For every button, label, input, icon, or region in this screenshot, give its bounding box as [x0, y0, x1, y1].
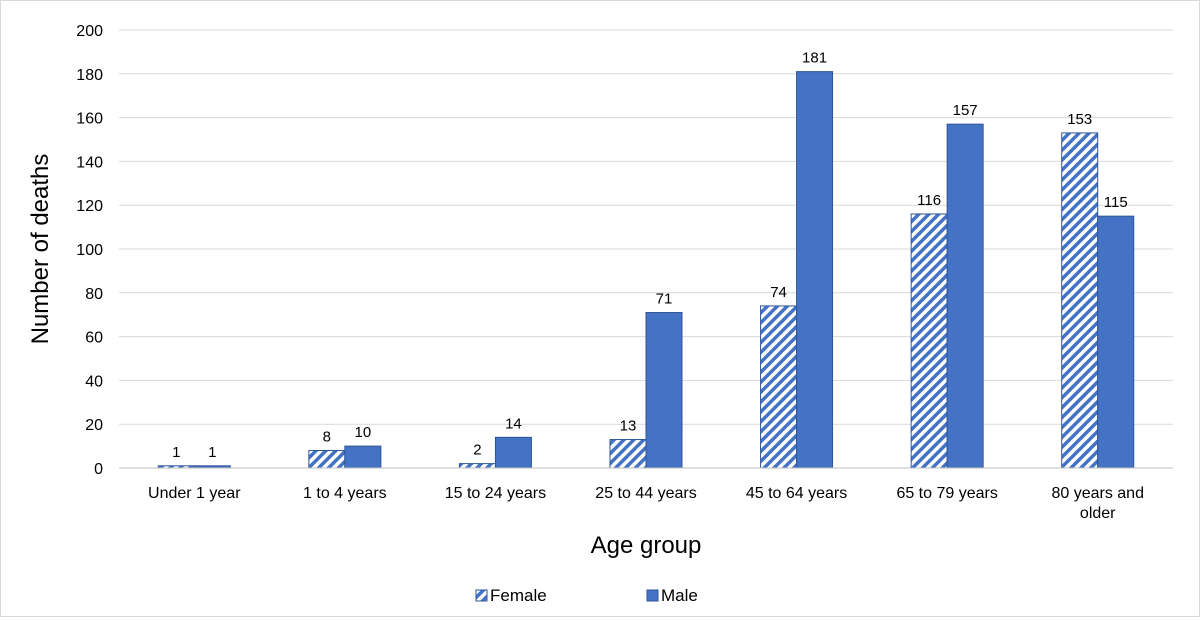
y-tick-label: 160: [76, 111, 103, 128]
bar-male: [946, 123, 984, 469]
data-label-male: 157: [953, 102, 978, 119]
y-tick-label: 0: [94, 461, 103, 478]
x-axis-ticks: Under 1 year 1 to 4 years 15 to 24 years 25…: [148, 485, 1144, 522]
bar-male: [494, 436, 532, 469]
y-tick-label: 20: [85, 417, 103, 434]
y-tick-label: 100: [76, 242, 103, 259]
data-label-female: 2: [473, 442, 481, 459]
data-label-male: 115: [1104, 194, 1128, 211]
data-label-female: 153: [1067, 111, 1092, 128]
x-tick-label: 65 to 79 years: [896, 485, 997, 502]
data-label-female: 1: [172, 444, 180, 461]
legend-label-female: Female: [490, 586, 547, 605]
bar-female: [308, 449, 346, 469]
x-tick-label: 80 years and older: [1051, 485, 1144, 522]
bar-female: [910, 213, 948, 469]
bar-female: [760, 305, 798, 469]
legend-swatch-female: [475, 589, 488, 602]
x-axis-title: Age group: [591, 532, 702, 559]
bar-male: [1097, 215, 1135, 469]
data-label-male: 14: [505, 415, 522, 432]
legend-label-male: Male: [661, 586, 698, 605]
x-tick-label: 25 to 44 years: [595, 485, 696, 502]
y-tick-label: 120: [76, 198, 103, 215]
data-label-female: 13: [620, 418, 637, 435]
data-label-male: 181: [802, 50, 827, 67]
y-tick-label: 140: [76, 154, 103, 171]
bar-male: [645, 312, 683, 469]
data-label-male: 1: [208, 444, 216, 461]
y-tick-label: 80: [85, 286, 103, 303]
bar-male: [344, 445, 382, 469]
y-tick-label: 200: [76, 23, 103, 40]
data-label-female: 74: [770, 284, 787, 301]
bar-female: [1061, 132, 1099, 469]
y-tick-label: 40: [85, 373, 103, 390]
gridlines: [119, 29, 1173, 425]
x-tick-label: 15 to 24 years: [445, 485, 546, 502]
x-tick-label: 1 to 4 years: [303, 485, 387, 502]
bar-female: [458, 463, 496, 469]
data-label-female: 8: [323, 428, 331, 445]
data-label-female: 116: [917, 192, 941, 209]
data-label-male: 10: [355, 424, 372, 441]
bars: [157, 71, 1135, 469]
y-tick-label: 180: [76, 67, 103, 84]
data-labels: 1 8 2 13 74 116 153 1 10 14 71 181 157 115: [172, 50, 1128, 461]
y-axis-title: Number of deaths: [27, 154, 54, 345]
legend-swatch-male: [646, 589, 659, 602]
bar-male: [796, 71, 834, 469]
y-axis-ticks: 0 20 40 60 80 100 120 140 160 180 200: [76, 23, 103, 478]
x-tick-label: 45 to 64 years: [746, 485, 847, 502]
data-label-male: 71: [656, 291, 673, 308]
y-tick-label: 60: [85, 330, 103, 347]
x-tick-label: Under 1 year: [148, 485, 241, 502]
bar-female: [609, 439, 647, 469]
legend: Female Male: [475, 586, 698, 605]
